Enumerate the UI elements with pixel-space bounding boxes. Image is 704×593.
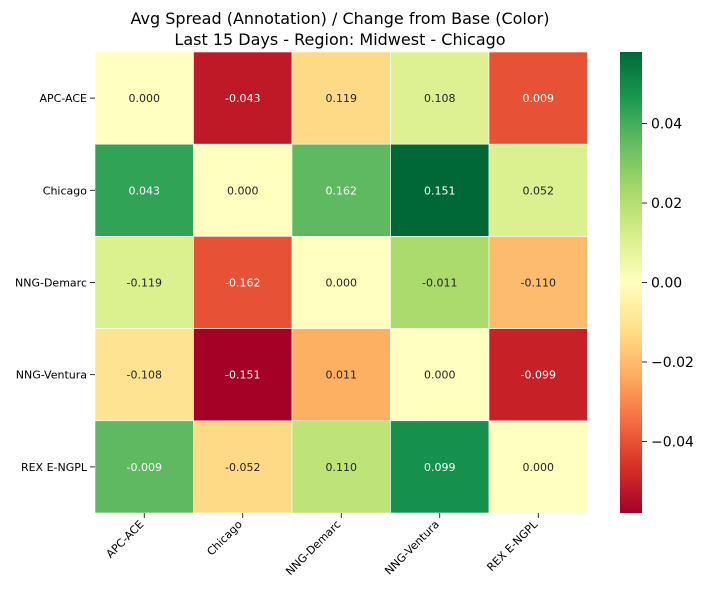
colorbar-tick-label: 0.00 bbox=[651, 276, 682, 292]
cell-annotation: 0.052 bbox=[523, 184, 555, 197]
colorbar-tick-label: 0.04 bbox=[651, 117, 682, 133]
heatmap-cell bbox=[291, 51, 391, 145]
cell-annotation: 0.000 bbox=[227, 184, 259, 197]
cell-annotation: 0.000 bbox=[424, 369, 456, 382]
chart-title-line2: Last 15 Days - Region: Midwest - Chicago bbox=[174, 30, 505, 49]
cell-annotation: -0.119 bbox=[127, 277, 162, 290]
cell-annotation: 0.000 bbox=[326, 277, 358, 290]
y-tick-label: REX E-NGPL bbox=[21, 461, 88, 474]
heatmap-cell bbox=[291, 328, 391, 422]
heatmap-cell bbox=[390, 328, 490, 422]
colorbar-tick-label: 0.02 bbox=[651, 196, 682, 212]
heatmap-cell bbox=[193, 51, 293, 145]
y-tick-label: NNG-Ventura bbox=[16, 369, 87, 382]
x-tick-label: REX E-NGPL bbox=[484, 517, 541, 574]
heatmap-cell bbox=[488, 420, 588, 514]
heatmap-cell bbox=[488, 236, 588, 329]
cell-annotation: 0.162 bbox=[326, 184, 358, 197]
colorbar-tick-label: −0.02 bbox=[651, 355, 694, 371]
cell-annotation: -0.151 bbox=[225, 369, 260, 382]
y-tick-label: APC-ACE bbox=[39, 92, 87, 105]
cell-annotation: -0.009 bbox=[127, 461, 162, 474]
colorbar-ticks: 0.04 0.02 0.00 −0.02 −0.04 bbox=[642, 117, 694, 450]
heatmap-cell bbox=[94, 143, 194, 237]
heatmap-cell bbox=[193, 143, 293, 237]
y-tick-label: Chicago bbox=[43, 184, 87, 197]
y-tick-label: NNG-Demarc bbox=[15, 277, 87, 290]
heatmap-cell bbox=[291, 236, 391, 329]
cell-annotation: 0.110 bbox=[326, 461, 358, 474]
cell-annotation: 0.009 bbox=[523, 92, 555, 105]
cell-annotation: 0.099 bbox=[424, 461, 456, 474]
x-axis: APC-ACE Chicago NNG-Demarc NNG-Ventura REX E… bbox=[104, 513, 541, 578]
heatmap-cell bbox=[193, 328, 293, 422]
heatmap-cell bbox=[291, 143, 391, 237]
cell-annotation: 0.151 bbox=[424, 184, 456, 197]
heatmap-cell bbox=[193, 420, 293, 514]
heatmap-cell bbox=[94, 51, 194, 145]
cell-annotation: 0.108 bbox=[424, 92, 456, 105]
cell-annotation: -0.108 bbox=[127, 369, 162, 382]
x-tick-label: NNG-Demarc bbox=[283, 518, 343, 578]
y-axis: APC-ACE Chicago NNG-Demarc NNG-Ventura REX E… bbox=[15, 92, 95, 474]
cell-annotation: 0.000 bbox=[523, 461, 555, 474]
x-tick-label: APC-ACE bbox=[104, 518, 147, 561]
cell-annotation: -0.011 bbox=[422, 277, 457, 290]
heatmap-cell bbox=[291, 420, 391, 514]
heatmap-cell bbox=[390, 236, 490, 329]
chart-title-line1: Avg Spread (Annotation) / Change from Ba… bbox=[131, 9, 550, 28]
cell-annotation: -0.099 bbox=[521, 369, 556, 382]
heatmap-cell bbox=[488, 51, 588, 145]
heatmap-cell bbox=[94, 420, 194, 514]
x-tick-label: Chicago bbox=[204, 518, 245, 559]
x-tick-label: NNG-Ventura bbox=[382, 518, 442, 578]
heatmap-cell bbox=[488, 328, 588, 422]
colorbar bbox=[620, 52, 642, 513]
cell-annotation: -0.110 bbox=[521, 277, 556, 290]
colorbar-tick-label: −0.04 bbox=[651, 434, 694, 450]
heatmap-cell bbox=[193, 236, 293, 329]
heatmap-cells: 0.000 -0.043 0.119 0.108 0.009 0.043 0.000 0.16… bbox=[94, 51, 588, 514]
cell-annotation: -0.043 bbox=[225, 92, 260, 105]
heatmap-cell bbox=[390, 51, 490, 145]
cell-annotation: 0.119 bbox=[326, 92, 358, 105]
cell-annotation: -0.052 bbox=[225, 461, 260, 474]
cell-annotation: -0.162 bbox=[225, 277, 260, 290]
cell-annotation: 0.043 bbox=[129, 184, 161, 197]
heatmap-cell bbox=[488, 143, 588, 237]
cell-annotation: 0.000 bbox=[129, 92, 161, 105]
cell-annotation: 0.011 bbox=[326, 369, 358, 382]
